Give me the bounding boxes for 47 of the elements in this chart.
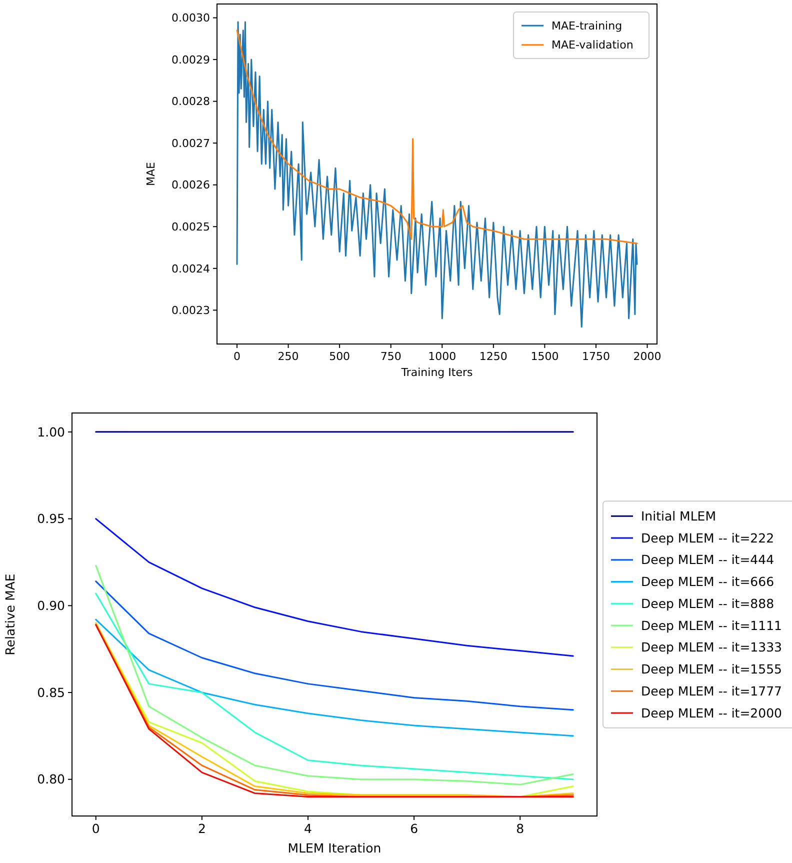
y-axis-title: Relative MAE	[2, 574, 18, 656]
x-tick-label: 750	[380, 350, 402, 363]
y-tick-label: 0.85	[37, 684, 65, 700]
x-tick-label: 1750	[582, 350, 610, 363]
x-tick-label: 8	[516, 821, 524, 836]
y-axis-title: MAE	[144, 162, 158, 186]
legend-label: Initial MLEM	[641, 508, 716, 524]
y-tick-label: 0.80	[37, 772, 66, 787]
legend-label: Deep MLEM -- it=666	[641, 574, 774, 590]
legend-label: Deep MLEM -- it=1555	[641, 662, 782, 677]
line-series	[95, 518, 574, 657]
y-tick-label: 0.0030	[172, 12, 210, 25]
legend-label: MAE-training	[552, 19, 622, 32]
x-tick-label: 500	[329, 350, 350, 363]
x-tick-label: 4	[304, 821, 312, 836]
x-tick-label: 0	[234, 350, 240, 363]
x-tick-label: 6	[410, 821, 418, 836]
legend-label: Deep MLEM -- it=1333	[641, 640, 782, 655]
x-tick-label: 250	[278, 350, 299, 363]
y-tick-label: 1.00	[37, 424, 66, 440]
line-series	[95, 580, 574, 711]
y-tick-label: 0.0024	[172, 262, 210, 276]
y-tick-label: 0.0023	[172, 304, 210, 318]
y-tick-label: 0.0029	[172, 53, 210, 66]
legend-label: Deep MLEM -- it=444	[641, 552, 774, 568]
line-series	[236, 21, 638, 328]
x-tick-label: 0	[92, 821, 100, 836]
legend-label: MAE-validation	[552, 38, 634, 52]
y-tick-label: 0.0026	[172, 178, 210, 192]
y-tick-label: 0.0028	[172, 95, 210, 108]
y-tick-label: 0.90	[37, 598, 66, 614]
y-tick-label: 0.95	[37, 511, 65, 526]
legend-label: Deep MLEM -- it=1111	[641, 618, 782, 633]
x-axis-title: MLEM Iteration	[288, 840, 382, 856]
y-tick-label: 0.0025	[172, 220, 210, 234]
x-tick-label: 1500	[530, 350, 559, 363]
legend-label: Deep MLEM -- it=888	[641, 596, 774, 611]
line-series	[95, 618, 574, 737]
x-tick-label: 2	[198, 821, 206, 836]
legend-label: Deep MLEM -- it=1777	[641, 683, 782, 698]
legend-label: Deep MLEM -- it=2000	[641, 705, 782, 720]
x-axis-title: Training Iters	[400, 366, 474, 379]
y-tick-label: 0.0027	[172, 136, 210, 150]
x-tick-label: 1000	[428, 350, 456, 363]
legend-label: Deep MLEM -- it=222	[641, 530, 774, 546]
x-tick-label: 1250	[479, 350, 508, 363]
x-tick-label: 2000	[633, 350, 662, 363]
